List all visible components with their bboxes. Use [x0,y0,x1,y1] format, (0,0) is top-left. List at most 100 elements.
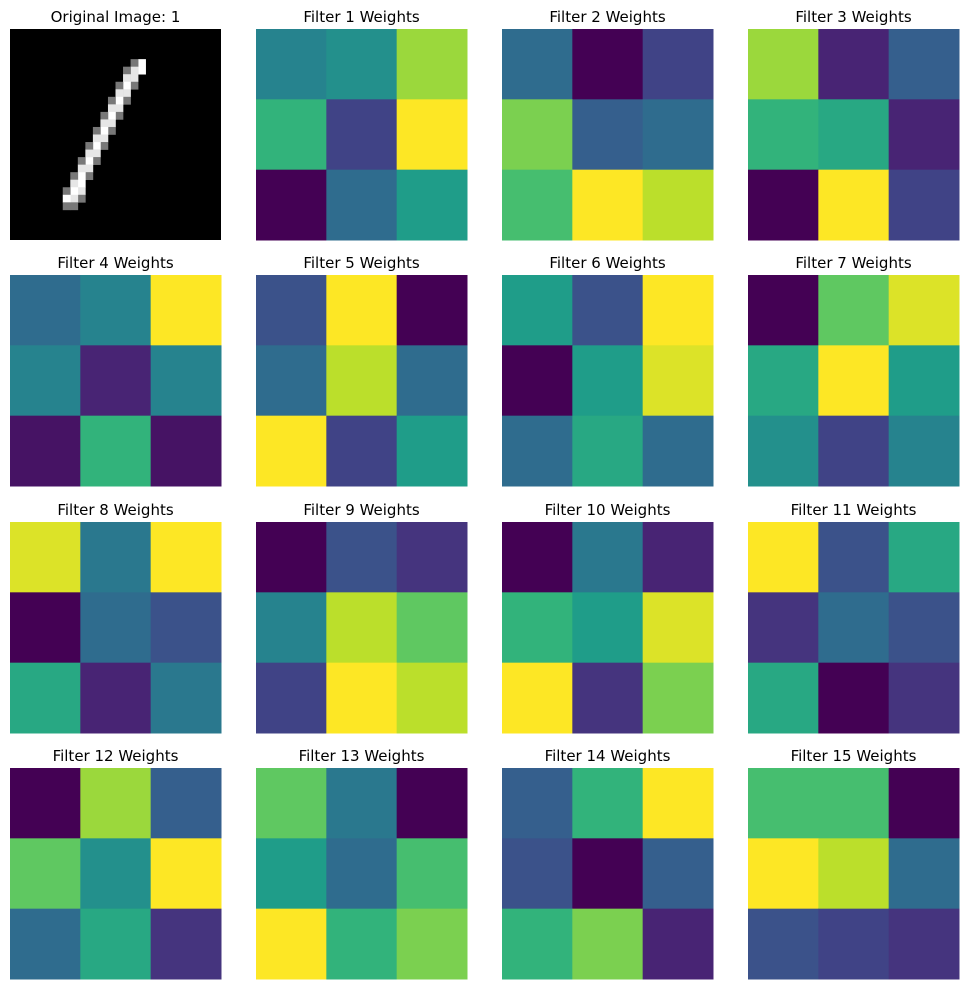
weight-cell [502,99,573,171]
weight-cell [818,415,890,487]
digit-pixel [92,126,101,135]
weight-cell [256,275,327,346]
digit-pixel [77,187,86,196]
digit-pixel [115,96,124,105]
filter-panel-13: Filter 13 Weights [256,747,468,980]
weight-cell [572,29,644,100]
weight-cell [888,345,960,417]
weight-cell [256,29,327,100]
digit-pixel [77,164,86,173]
digit-pixel [70,179,79,188]
weight-cell [748,592,819,664]
filter-title: Filter 4 Weights [57,254,173,272]
digit-pixel [123,96,131,105]
weight-cell [256,169,327,241]
weight-cell [502,169,573,241]
digit-pixel [100,111,109,120]
digit-pixel [107,126,116,135]
weight-cell [888,29,960,100]
weight-cell [396,768,468,839]
digit-pixel [70,187,79,196]
digit-pixel [130,59,139,67]
digit-pixel [92,134,101,143]
weight-cell [818,345,890,417]
weight-cell [572,345,644,417]
weight-cell [818,908,890,980]
weight-cell [748,662,819,734]
weight-cell [642,275,714,346]
digit-pixel [85,157,94,165]
digit-pixel [100,134,109,143]
weight-cell [502,522,573,593]
weight-cell [150,662,222,734]
filter-title: Filter 10 Weights [545,501,671,519]
weight-cell [888,768,960,839]
digit-pixel [62,187,71,196]
digit-pixel [77,172,86,181]
weight-cell [502,768,573,839]
weight-cell [502,908,573,980]
weight-cell [748,908,819,980]
weight-cell [396,415,468,487]
weight-cell [256,99,327,171]
weight-cell [642,768,714,839]
weight-cell [10,522,81,593]
weight-cell [326,169,398,241]
weight-cell [748,838,819,910]
digit-pixel [70,172,79,181]
weight-cell [888,838,960,910]
weight-cell [150,415,222,487]
weight-cell [642,345,714,417]
digit-pixel [100,126,109,135]
weight-cell [888,662,960,734]
filter-title: Filter 11 Weights [791,501,917,519]
digit-pixel [85,172,94,181]
weight-cell [80,662,152,734]
weight-cell [396,838,468,910]
weight-cell [642,662,714,734]
weight-cell [818,592,890,664]
digit-pixel [115,81,124,90]
weight-cell [572,838,644,910]
weight-cell [326,345,398,417]
weight-cell [326,592,398,664]
weight-cell [326,768,398,839]
weight-cell [10,345,81,417]
weight-cell [80,908,152,980]
filter-panel-4: Filter 4 Weights [10,254,222,487]
weight-cell [502,415,573,487]
weight-cell [888,169,960,241]
weight-cell [572,908,644,980]
weight-cell [396,169,468,241]
weight-cell [888,275,960,346]
weight-cell [572,415,644,487]
weight-cell [748,169,819,241]
weight-cell [10,662,81,734]
digit-pixel [115,111,124,120]
digit-pixel [130,81,139,90]
weight-cell [396,275,468,346]
original-image-title: Original Image: 1 [51,8,181,26]
digit-pixel [85,142,94,150]
weight-cell [818,275,890,346]
weight-cell [818,522,890,593]
filter-title: Filter 15 Weights [791,747,917,765]
weight-cell [150,908,222,980]
weight-cell [256,838,327,910]
weight-cell [748,275,819,346]
digit-pixel [107,104,116,113]
filter-title: Filter 2 Weights [549,8,665,26]
filter-title: Filter 6 Weights [549,254,665,272]
weight-cell [396,662,468,734]
weight-cell [642,415,714,487]
filter-panel-7: Filter 7 Weights [748,254,960,487]
weight-cell [326,29,398,100]
weight-cell [502,29,573,100]
weight-cell [888,522,960,593]
weight-cell [572,768,644,839]
digit-pixel [138,59,146,67]
weight-cell [396,29,468,100]
weight-cell [642,838,714,910]
filter-title: Filter 1 Weights [303,8,419,26]
weight-cell [396,345,468,417]
